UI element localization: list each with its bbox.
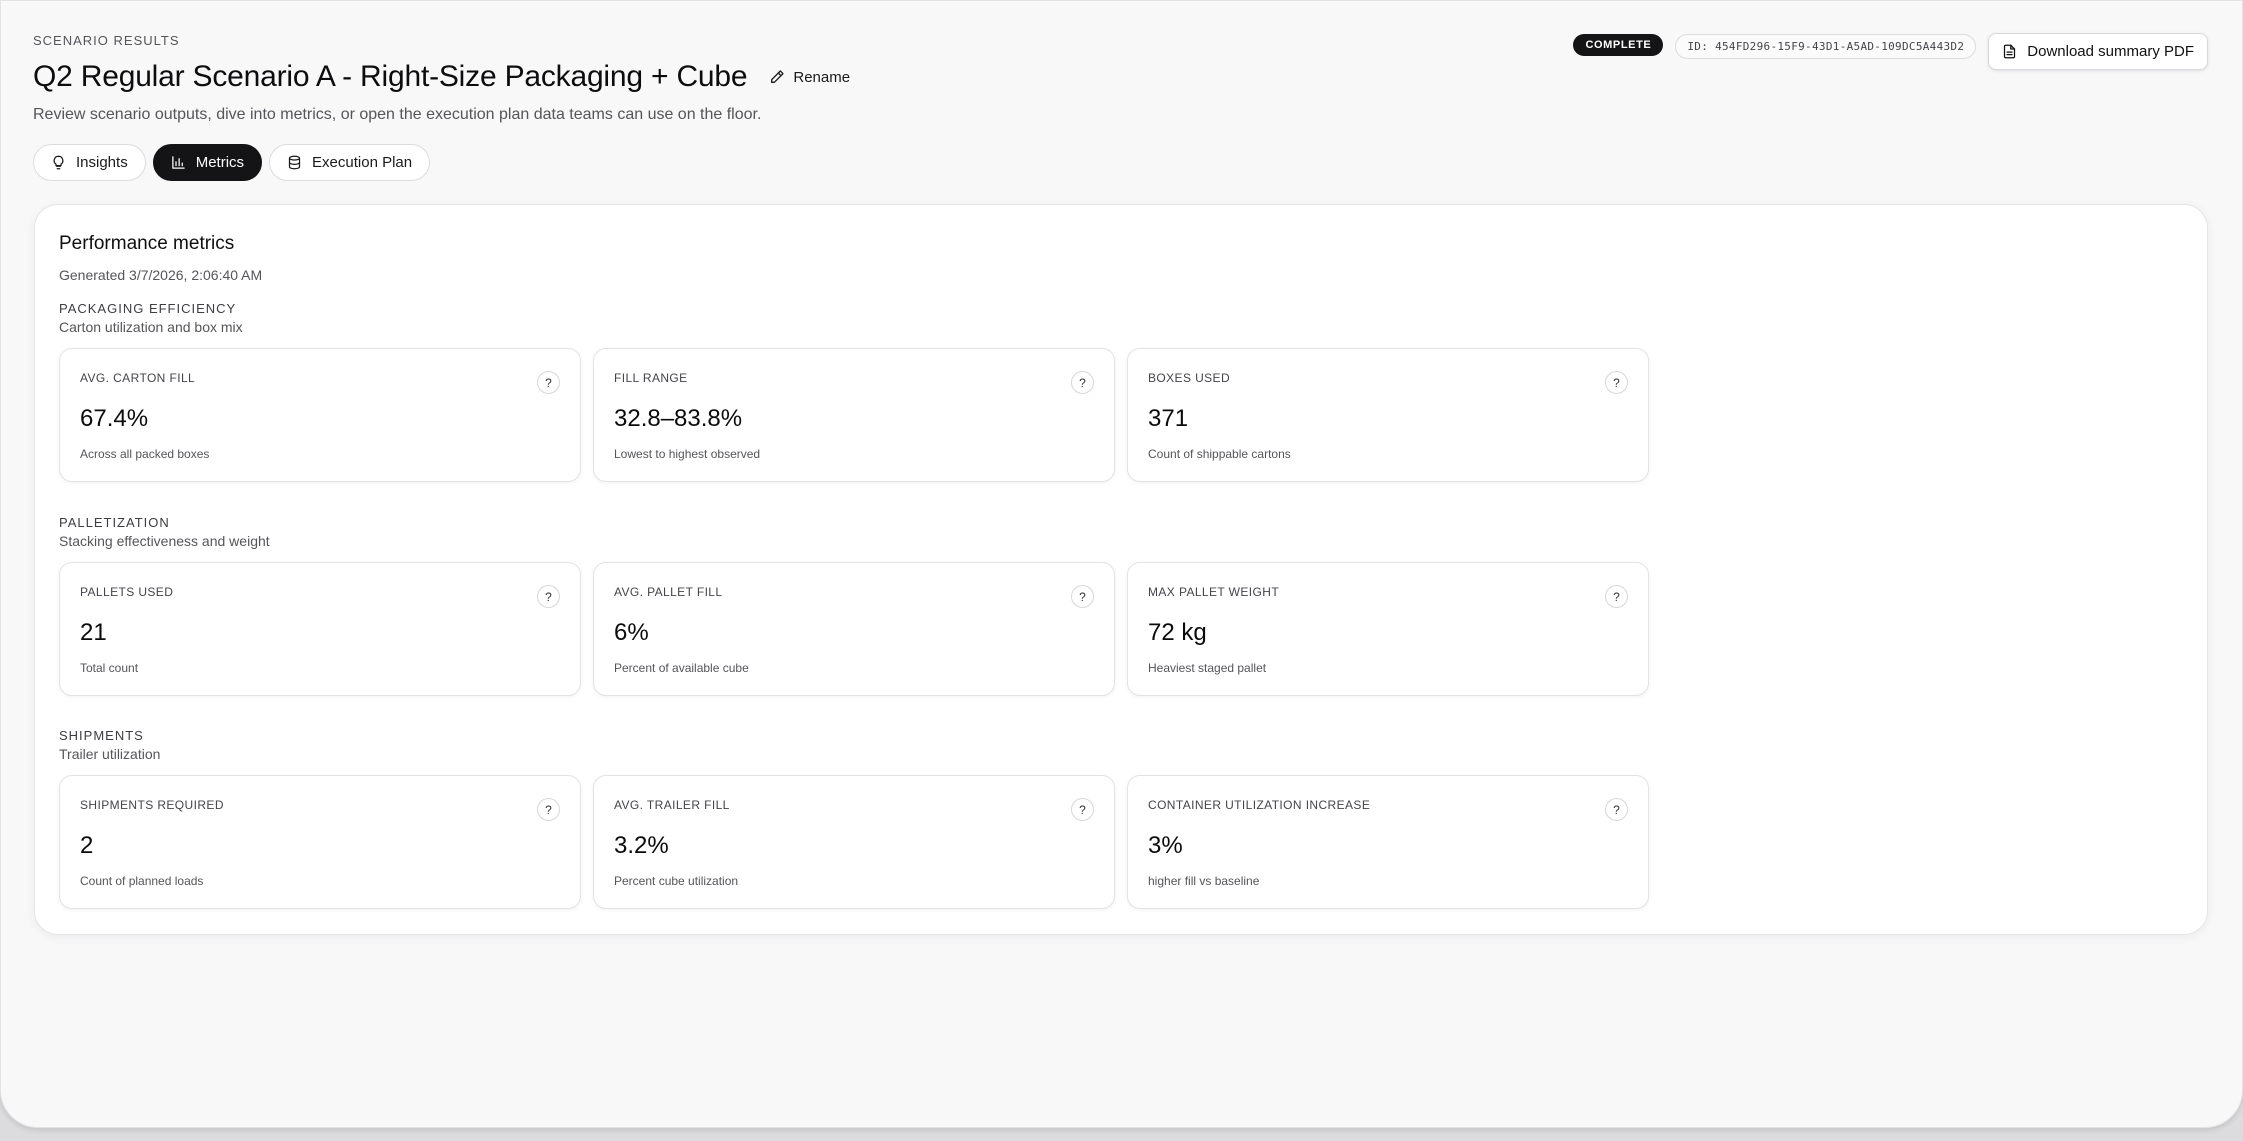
help-icon[interactable]: ? <box>1071 585 1094 608</box>
metric-description: Count of planned loads <box>80 874 204 888</box>
metric-label: AVG. PALLET FILL <box>614 585 723 599</box>
rename-label: Rename <box>793 68 851 86</box>
metric-label: AVG. TRAILER FILL <box>614 798 730 812</box>
generated-timestamp: Generated 3/7/2026, 2:06:40 AM <box>59 267 263 283</box>
help-icon[interactable]: ? <box>1605 371 1628 394</box>
metric-label: FILL RANGE <box>614 371 688 385</box>
metric-card-avg-trailer-fill: AVG. TRAILER FILL ? 3.2% Percent cube ut… <box>593 775 1115 909</box>
page-header: SCENARIO RESULTS Q2 Regular Scenario A -… <box>33 33 2210 124</box>
metric-value: 32.8–83.8% <box>614 405 743 432</box>
metric-value: 2 <box>80 832 94 859</box>
tab-label: Execution Plan <box>312 154 413 171</box>
metric-label: BOXES USED <box>1148 371 1231 385</box>
metric-label: CONTAINER UTILIZATION INCREASE <box>1148 798 1371 812</box>
metric-card-row: PALLETS USED ? 21 Total count AVG. PALLE… <box>59 562 1649 696</box>
metric-description: Heaviest staged pallet <box>1148 661 1267 675</box>
metric-value: 6% <box>614 619 649 646</box>
panel-title: Performance metrics <box>59 233 235 254</box>
metric-card-max-pallet-weight: MAX PALLET WEIGHT ? 72 kg Heaviest stage… <box>1127 562 1649 696</box>
section-subtitle: Stacking effectiveness and weight <box>59 533 270 549</box>
help-icon[interactable]: ? <box>1605 798 1628 821</box>
help-icon[interactable]: ? <box>537 585 560 608</box>
help-icon[interactable]: ? <box>1605 585 1628 608</box>
metric-label: PALLETS USED <box>80 585 174 599</box>
header-actions: COMPLETE ID: 454FD296-15F9-43D1-A5AD-109… <box>1573 33 2208 70</box>
section-palletization: PALLETIZATION Stacking effectiveness and… <box>59 515 1649 696</box>
title-row: Q2 Regular Scenario A - Right-Size Packa… <box>33 60 2210 94</box>
metric-value: 371 <box>1148 405 1189 432</box>
metric-card-avg-pallet-fill: AVG. PALLET FILL ? 6% Percent of availab… <box>593 562 1115 696</box>
section-title: PACKAGING EFFICIENCY <box>59 301 237 316</box>
tab-label: Insights <box>76 154 128 171</box>
metric-value: 3% <box>1148 832 1183 859</box>
metric-description: Lowest to highest observed <box>614 447 761 461</box>
metric-card-fill-range: FILL RANGE ? 32.8–83.8% Lowest to highes… <box>593 348 1115 482</box>
section-subtitle: Trailer utilization <box>59 746 161 762</box>
metric-card-boxes-used: BOXES USED ? 371 Count of shippable cart… <box>1127 348 1649 482</box>
metric-description: Total count <box>80 661 139 675</box>
status-badge: COMPLETE <box>1573 34 1664 56</box>
metric-label: MAX PALLET WEIGHT <box>1148 585 1280 599</box>
lightbulb-icon <box>53 155 64 170</box>
metric-value: 3.2% <box>614 832 669 859</box>
pencil-icon <box>771 70 785 83</box>
page-eyebrow: SCENARIO RESULTS <box>33 33 180 48</box>
tab-insights[interactable]: Insights <box>33 144 146 181</box>
metric-card-pallets-used: PALLETS USED ? 21 Total count <box>59 562 581 696</box>
bar-chart-icon <box>171 156 185 169</box>
tab-label: Metrics <box>195 154 245 171</box>
help-icon[interactable]: ? <box>1071 371 1094 394</box>
section-subtitle: Carton utilization and box mix <box>59 319 243 335</box>
help-icon[interactable]: ? <box>537 798 560 821</box>
section-packaging-efficiency: PACKAGING EFFICIENCY Carton utilization … <box>59 301 1649 482</box>
metric-card-container-utilization-increase: CONTAINER UTILIZATION INCREASE ? 3% high… <box>1127 775 1649 909</box>
download-label: Download summary PDF <box>2027 43 2194 60</box>
help-icon[interactable]: ? <box>1071 798 1094 821</box>
tab-metrics[interactable]: Metrics <box>152 144 263 181</box>
metric-value: 67.4% <box>80 405 149 432</box>
metric-value: 21 <box>80 619 107 646</box>
metric-description: Across all packed boxes <box>80 447 210 461</box>
help-icon[interactable]: ? <box>537 371 560 394</box>
document-icon <box>2004 44 2016 59</box>
metric-card-avg-carton-fill: AVG. CARTON FILL ? 67.4% Across all pack… <box>59 348 581 482</box>
page-title: Q2 Regular Scenario A - Right-Size Packa… <box>33 60 748 93</box>
database-icon <box>288 155 301 170</box>
rename-button[interactable]: Rename <box>769 69 850 86</box>
metric-description: Count of shippable cartons <box>1148 447 1291 461</box>
metric-description: Percent of available cube <box>614 661 749 675</box>
metric-description: Percent cube utilization <box>614 874 739 888</box>
metric-label: AVG. CARTON FILL <box>80 371 196 385</box>
metric-label: SHIPMENTS REQUIRED <box>80 798 224 812</box>
view-tabs: Insights Metrics Execution Plan <box>33 144 431 181</box>
metric-value: 72 kg <box>1148 619 1207 646</box>
performance-metrics-panel: Performance metrics Generated 3/7/2026, … <box>34 204 2208 935</box>
section-shipments: SHIPMENTS Trailer utilization SHIPMENTS … <box>59 728 1649 909</box>
page-subtitle: Review scenario outputs, dive into metri… <box>33 106 762 123</box>
section-title: PALLETIZATION <box>59 515 170 530</box>
scenario-id-pill: ID: 454FD296-15F9-43D1-A5AD-109DC5A443D2 <box>1675 34 1977 59</box>
tab-execution-plan[interactable]: Execution Plan <box>269 144 431 181</box>
section-title: SHIPMENTS <box>59 728 144 743</box>
metric-card-row: AVG. CARTON FILL ? 67.4% Across all pack… <box>59 348 1649 482</box>
download-summary-pdf-button[interactable]: Download summary PDF <box>1988 33 2208 70</box>
metric-card-shipments-required: SHIPMENTS REQUIRED ? 2 Count of planned … <box>59 775 581 909</box>
metric-description: higher fill vs baseline <box>1148 874 1260 888</box>
metric-card-row: SHIPMENTS REQUIRED ? 2 Count of planned … <box>59 775 1649 909</box>
